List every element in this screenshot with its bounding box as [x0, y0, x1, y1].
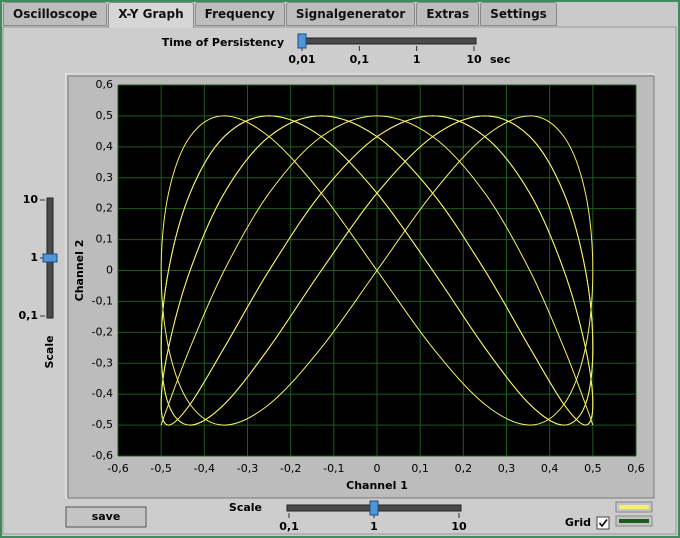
slider-label: Scale [229, 501, 262, 514]
slider-tick-label: 10 [23, 193, 39, 206]
x-tick-label: -0,1 [323, 462, 344, 475]
slider-label: Time of Persistency [162, 36, 284, 49]
graph-frame-shadow [67, 75, 655, 499]
y-tick-label: -0,5 [92, 418, 113, 431]
x-tick-label: -0,3 [237, 462, 258, 475]
y-axis-label: Channel 2 [73, 240, 86, 302]
slider-tick-label: 0,1 [350, 53, 370, 66]
tab[interactable]: Extras [416, 2, 480, 26]
y-tick-label: 0 [106, 264, 113, 277]
y-tick-label: 0,6 [96, 78, 114, 91]
y-tick-label: -0,2 [92, 325, 113, 338]
tab[interactable]: Signalgenerator [285, 2, 416, 26]
y-tick-label: -0,1 [92, 294, 113, 307]
slider-tick-label: 1 [370, 520, 378, 533]
slider-tick-label: 10 [451, 520, 467, 533]
x-tick-label: -0,2 [280, 462, 301, 475]
slider-thumb [369, 500, 379, 516]
slider-tick-label: 1 [413, 53, 421, 66]
x-tick-label: -0,6 [107, 462, 128, 475]
x-tick-label: 0,1 [411, 462, 429, 475]
x-tick-label: -0,4 [194, 462, 215, 475]
trace [160, 115, 594, 426]
grid-color-swatch[interactable] [615, 515, 653, 527]
slider-thumb [42, 253, 58, 263]
x-tick-label: 0,4 [541, 462, 559, 475]
y-tick-label: -0,3 [92, 356, 113, 369]
tab[interactable]: X-Y Graph [108, 2, 194, 28]
slider-tick-label: 0,1 [279, 520, 299, 533]
trace [160, 115, 594, 426]
slider-tick-label: 0,01 [288, 53, 315, 66]
y-tick-label: 0,1 [96, 233, 114, 246]
slider-thumb [297, 33, 307, 49]
plot-color-swatch[interactable] [615, 501, 653, 513]
x-tick-label: 0,6 [627, 462, 645, 475]
y-tick-label: -0,4 [92, 387, 113, 400]
checkbox-box [596, 516, 610, 530]
grid-toggle-label: Grid [565, 516, 591, 529]
x-tick-label: 0,5 [584, 462, 602, 475]
slider-track [299, 37, 477, 45]
x-tick-label: 0,3 [498, 462, 516, 475]
slider-thumb[interactable] [297, 33, 307, 49]
x-axis-label: Channel 1 [346, 479, 408, 492]
y-tick-label: 0,3 [96, 171, 114, 184]
tab-bar: Oscilloscope X-Y Graph Frequency Signalgene… [3, 2, 558, 28]
tab[interactable]: Oscilloscope [3, 2, 108, 26]
slider-unit: sec [490, 53, 511, 66]
slider-tick-label: 0,1 [19, 309, 39, 322]
save-button[interactable]: save [65, 506, 147, 528]
y-tick-label: 0,5 [96, 109, 114, 122]
checkbox-check [598, 519, 608, 528]
slider-thumb[interactable] [42, 253, 58, 263]
save-button-face [65, 506, 147, 528]
slider-tick-label: 1 [30, 251, 38, 264]
slider-label: Scale [43, 335, 56, 368]
x-tick-label: 0 [374, 462, 381, 475]
tab[interactable]: Settings [480, 2, 557, 26]
y-tick-label: 0,4 [96, 140, 114, 153]
y-tick-label: -0,6 [92, 449, 113, 462]
x-tick-label: -0,5 [150, 462, 171, 475]
slider-thumb[interactable] [369, 500, 379, 516]
tab[interactable]: Frequency [194, 2, 285, 26]
y-tick-label: 0,2 [96, 202, 114, 215]
slider-tick-label: 10 [466, 53, 482, 66]
trace [160, 115, 594, 426]
x-tick-label: 0,2 [455, 462, 473, 475]
save-button-label: save [92, 510, 121, 523]
grid-checkbox[interactable] [596, 516, 610, 530]
